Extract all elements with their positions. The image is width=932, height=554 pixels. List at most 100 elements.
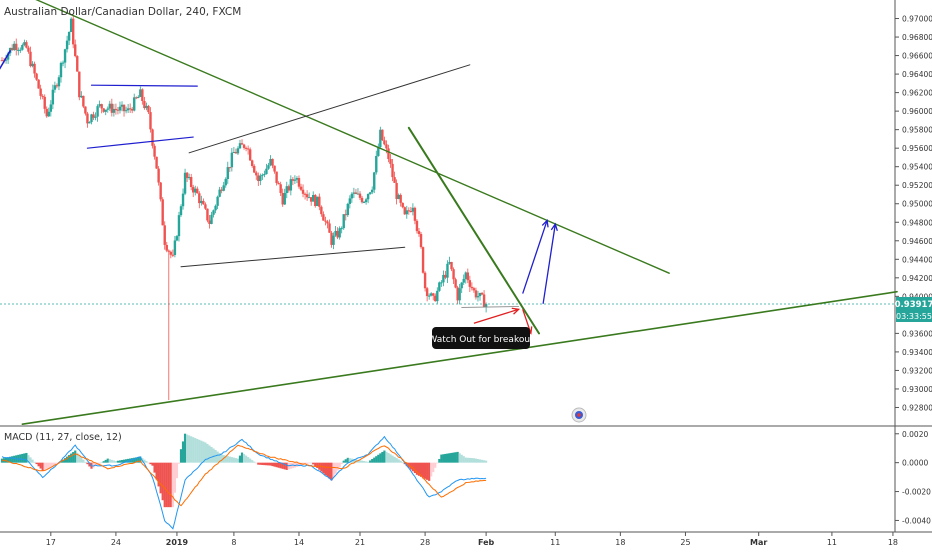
candle-body — [415, 220, 419, 232]
candle-body — [470, 286, 474, 289]
candle-body — [177, 215, 181, 237]
candle-body — [421, 247, 425, 273]
candle-body — [185, 172, 189, 179]
macd-histogram-bar — [454, 452, 457, 463]
macd-histogram-bar — [206, 443, 209, 463]
candle-body — [88, 122, 91, 124]
price-tick-label: 0.93200 — [902, 366, 932, 375]
breakout-up-arrow — [522, 220, 548, 294]
candle-body — [466, 272, 470, 281]
candle-body — [153, 145, 156, 157]
candle-body — [59, 62, 63, 78]
candle-body — [25, 42, 28, 48]
candle-body — [413, 207, 417, 221]
macd-histogram-bar — [381, 451, 384, 463]
macd-histogram-bar — [236, 458, 240, 463]
price-tick-label: 0.94600 — [902, 237, 932, 246]
macd-histogram-bar — [326, 462, 329, 477]
macd-histogram-bar — [53, 462, 56, 465]
candle-body — [340, 228, 343, 230]
macd-histogram-bar — [112, 460, 115, 463]
candle-body — [41, 95, 44, 97]
candle-body — [281, 192, 284, 205]
candle-body — [387, 148, 390, 160]
macd-histogram-bar — [9, 456, 12, 463]
macd-histogram-bar — [175, 462, 179, 479]
macd-histogram-bar — [297, 462, 301, 467]
macd-histogram-bar — [261, 462, 264, 465]
candle-body — [478, 292, 482, 297]
macd-histogram-bar — [267, 462, 270, 466]
macd-histogram-bar — [399, 460, 402, 463]
macd-histogram-bar — [273, 462, 276, 467]
candle-body — [238, 143, 242, 149]
candle-body — [202, 200, 205, 205]
price-tick-label: 0.93400 — [902, 348, 932, 357]
candle-body — [196, 188, 199, 194]
macd-histogram-bar — [183, 433, 187, 463]
price-tick-label: 0.96600 — [902, 52, 932, 61]
macd-histogram-bar — [78, 455, 81, 463]
candle-body — [212, 210, 215, 215]
macd-histogram-bar — [340, 462, 343, 464]
macd-histogram-bar — [257, 462, 260, 465]
candle-body — [407, 210, 411, 212]
candle-body — [149, 112, 152, 130]
candle-body — [96, 106, 99, 117]
candle-body — [263, 174, 266, 176]
candle-body — [19, 49, 22, 51]
candles — [0, 14, 488, 401]
candle-body — [377, 147, 380, 156]
candle-body — [216, 196, 219, 206]
macd-histogram-bar — [122, 459, 126, 463]
candle-body — [314, 195, 317, 207]
candle-body — [318, 196, 321, 207]
time-tick-label: 17 — [46, 538, 56, 547]
time-tick-label: 14 — [294, 538, 304, 547]
time-tick-label: Mar — [750, 538, 767, 547]
macd-histogram-bar — [383, 450, 386, 463]
macd-histogram-bar — [208, 445, 211, 463]
breakout-up-arrow-head — [541, 218, 549, 228]
candle-body — [214, 205, 217, 211]
time-badge-text: 03:33:55 — [896, 312, 932, 321]
candle-body — [328, 223, 331, 233]
candle-body — [163, 225, 166, 245]
candle-body — [265, 168, 268, 175]
candle-body — [49, 104, 53, 112]
macd-histogram-bar — [346, 457, 349, 463]
candle-body — [358, 193, 362, 198]
price-tick-label: 0.94400 — [902, 255, 932, 264]
candle-body — [120, 104, 124, 107]
candle-body — [383, 140, 386, 145]
signal-line — [1, 444, 487, 507]
candle-body — [393, 177, 396, 183]
candle-body — [330, 232, 333, 245]
price-tick-label: 0.94200 — [902, 274, 932, 283]
macd-histogram-bar — [244, 455, 248, 463]
candle-body — [175, 236, 179, 241]
macd-histogram-bar — [49, 462, 52, 467]
price-tick-label: 0.93600 — [902, 329, 932, 338]
candle-body — [35, 73, 38, 80]
price-tick-label: 0.95400 — [902, 163, 932, 172]
macd-histogram-bar — [259, 462, 262, 465]
candle-body — [222, 185, 225, 191]
macd-histogram-bar — [251, 460, 254, 463]
macd-histogram-bar — [379, 453, 382, 463]
event-icon[interactable] — [571, 407, 587, 423]
channel-lower-line — [180, 246, 406, 268]
macd-histogram-bar — [84, 461, 87, 463]
macd-histogram-bar — [11, 456, 14, 463]
macd-histogram-bar — [476, 459, 480, 463]
macd-histogram-bar — [88, 462, 91, 467]
macd-histogram-bar — [403, 462, 406, 465]
candle-body — [218, 189, 221, 197]
candle-body — [173, 240, 177, 256]
macd-histogram-bar — [194, 438, 197, 463]
price-tick-label: 0.96200 — [902, 89, 932, 98]
macd-histogram-bar — [23, 453, 26, 463]
annotation-box: Watch Out for breakout — [428, 327, 534, 349]
macd-histogram-bar — [462, 456, 465, 463]
